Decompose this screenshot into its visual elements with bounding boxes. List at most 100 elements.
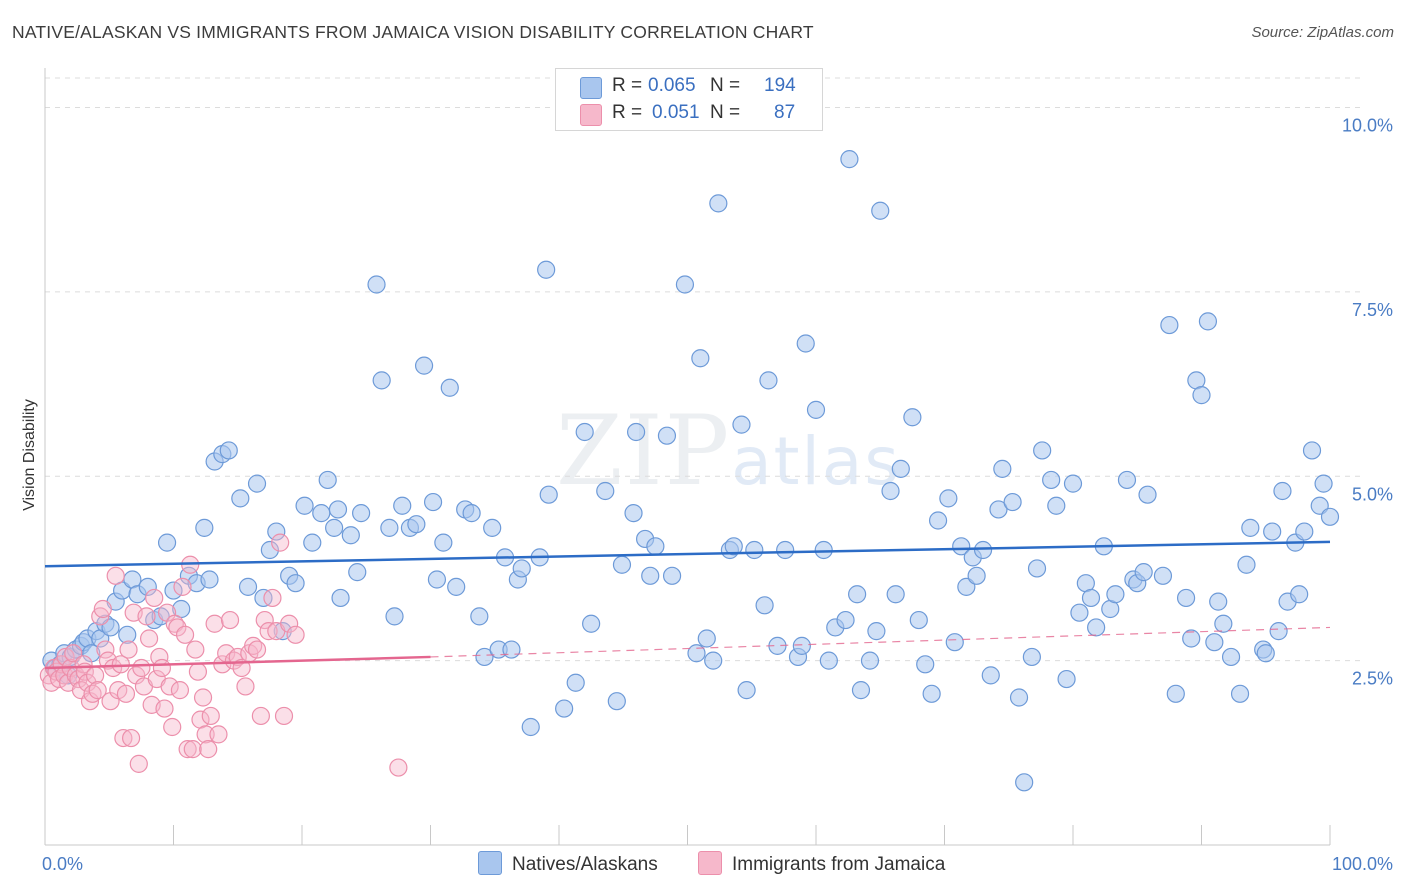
point-native <box>1027 559 1047 578</box>
point-jamaica <box>137 607 156 626</box>
point-native <box>475 647 494 667</box>
point-native <box>380 518 399 537</box>
point-jamaica <box>183 740 202 759</box>
point-native <box>967 566 986 585</box>
point-native <box>483 518 502 537</box>
zipatlas-watermark: ZIPatlas <box>556 395 901 507</box>
bottom-legend-label: Natives/Alaskans <box>512 854 658 875</box>
point-native <box>1042 470 1061 490</box>
point-jamaica <box>389 758 408 777</box>
point-native <box>1198 312 1218 331</box>
point-native <box>1214 614 1233 633</box>
point-native <box>871 201 890 220</box>
point-jamaica <box>251 706 270 726</box>
bottom-legend-jamaica: Immigrants from Jamaica <box>698 851 945 877</box>
point-jamaica <box>247 640 267 659</box>
bottom-legend-label: Immigrants from Jamaica <box>732 854 946 875</box>
point-native <box>1182 629 1201 648</box>
point-native <box>470 607 489 626</box>
point-native <box>1015 773 1034 792</box>
point-jamaica <box>236 677 255 696</box>
watermark-left: ZIP <box>556 395 732 507</box>
point-native <box>328 500 348 519</box>
point-native <box>423 492 443 512</box>
point-native <box>745 540 764 560</box>
y-tick-label: 10.0% <box>1342 116 1393 136</box>
point-jamaica <box>173 577 192 596</box>
point-native <box>626 422 646 442</box>
point-native <box>247 474 267 493</box>
point-jamaica <box>196 725 215 744</box>
point-native <box>414 356 434 375</box>
point-native <box>312 504 331 523</box>
point-native <box>521 717 540 737</box>
point-native <box>1087 618 1106 637</box>
point-native <box>796 334 815 353</box>
point-native <box>776 540 795 560</box>
point-native <box>440 378 459 397</box>
point-native <box>922 684 941 703</box>
point-native <box>1033 441 1052 460</box>
point-jamaica <box>96 640 115 659</box>
point-jamaica <box>114 728 133 748</box>
point-native <box>1003 492 1022 512</box>
point-jamaica <box>86 666 105 685</box>
legend-n-value: 87 <box>774 102 796 123</box>
point-native <box>612 555 632 574</box>
point-native <box>1256 644 1275 663</box>
point-native <box>1047 496 1066 515</box>
point-native <box>407 515 426 534</box>
point-native <box>687 644 706 663</box>
point-native <box>238 577 258 596</box>
point-native <box>737 681 756 700</box>
point-native <box>385 607 404 626</box>
y-tick-label: 5.0% <box>1352 484 1393 504</box>
point-native <box>916 655 935 674</box>
point-native <box>1138 485 1157 504</box>
point-native <box>341 526 360 545</box>
point-native <box>867 622 886 641</box>
point-jamaica <box>119 640 138 659</box>
point-jamaica <box>155 699 174 718</box>
chart-title: NATIVE/ALASKAN VS IMMIGRANTS FROM JAMAIC… <box>12 22 814 42</box>
point-native <box>427 570 447 589</box>
bottom-legend-swatch-pink <box>698 851 722 875</box>
point-jamaica <box>286 625 305 644</box>
point-native <box>909 610 928 630</box>
point-native <box>1070 603 1089 622</box>
point-native <box>1117 470 1137 490</box>
point-jamaica <box>74 655 93 674</box>
point-native <box>1230 684 1250 703</box>
watermark-right: atlas <box>731 423 901 500</box>
point-native <box>1209 592 1228 611</box>
point-native <box>1290 585 1309 604</box>
point-native <box>1273 481 1292 501</box>
point-native <box>157 533 177 552</box>
point-native <box>502 640 521 659</box>
point-jamaica <box>232 658 251 678</box>
point-native <box>973 540 993 560</box>
point-jamaica <box>121 728 141 748</box>
legend-r-label: R = <box>612 102 643 123</box>
point-native <box>195 518 214 537</box>
point-jamaica <box>193 688 213 707</box>
point-native <box>806 400 826 419</box>
point-native <box>819 651 838 670</box>
point-jamaica <box>129 754 148 773</box>
point-native <box>575 422 594 442</box>
point-native <box>848 585 867 604</box>
legend: R = 0.065 N = 194 R = 0.051 N = 87 <box>555 68 823 131</box>
point-native <box>792 636 811 655</box>
legend-n-label: N = <box>710 75 741 96</box>
point-jamaica <box>201 706 220 726</box>
point-native <box>582 614 601 633</box>
chart-source: Source: ZipAtlas.com <box>1251 24 1394 41</box>
axes <box>44 68 1331 846</box>
point-native <box>1063 474 1083 493</box>
point-native <box>539 485 558 504</box>
point-native <box>1022 647 1041 667</box>
point-jamaica <box>255 610 274 630</box>
point-native <box>755 596 774 615</box>
bottom-legend-natives: Natives/Alaskans <box>478 851 658 877</box>
